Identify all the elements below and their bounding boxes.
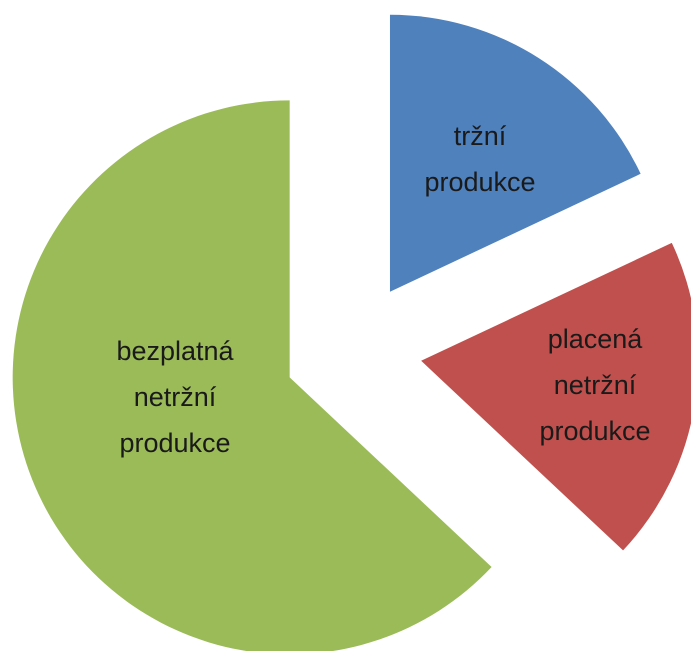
slice-label: placená netržní produkce bbox=[539, 324, 650, 446]
pie-slice bbox=[389, 14, 641, 292]
labels: tržní produkce placená netržní produkce bezpl… bbox=[116, 121, 650, 458]
pie-slice bbox=[12, 100, 492, 651]
slice-label: tržní produkce bbox=[424, 121, 535, 197]
pie-slice bbox=[421, 242, 691, 551]
slice-label: bezplatná netržní produkce bbox=[116, 336, 234, 458]
pie bbox=[12, 14, 691, 651]
